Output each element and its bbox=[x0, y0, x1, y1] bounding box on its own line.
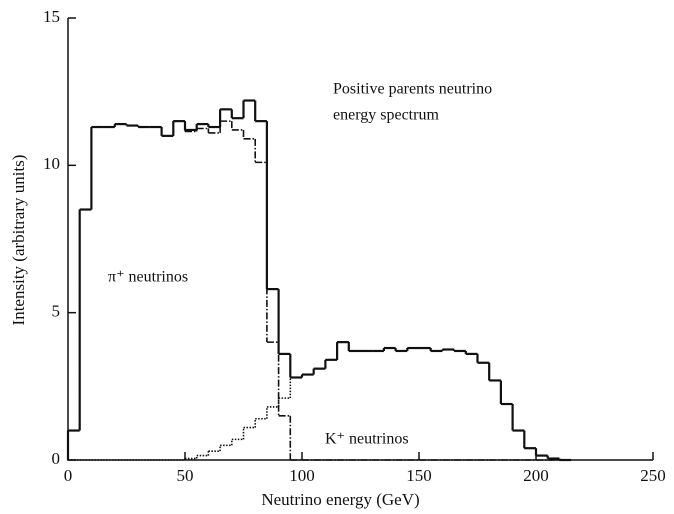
x-tick-label: 200 bbox=[523, 466, 549, 485]
step-riser bbox=[184, 342, 561, 460]
step-riser bbox=[67, 121, 292, 460]
x-tick-label: 250 bbox=[640, 466, 666, 485]
x-tick-label: 0 bbox=[64, 466, 73, 485]
y-axis-label: Intensity (arbitrary units) bbox=[9, 155, 28, 326]
series-label: K⁺ neutrinos bbox=[325, 431, 409, 448]
x-tick-label: 100 bbox=[289, 466, 315, 485]
x-axis-label: Neutrino energy (GeV) bbox=[261, 490, 419, 509]
y-tick-label: 0 bbox=[52, 449, 61, 468]
series-label: π⁺ neutrinos bbox=[108, 269, 188, 286]
y-tick-label: 10 bbox=[43, 154, 60, 173]
y-tick-label: 15 bbox=[43, 7, 60, 26]
x-tick-label: 150 bbox=[406, 466, 432, 485]
annotation: Positive parents neutrino bbox=[333, 81, 492, 98]
annotation: energy spectrum bbox=[333, 107, 439, 124]
y-tick-label: 5 bbox=[52, 302, 61, 321]
x-tick-label: 50 bbox=[177, 466, 194, 485]
